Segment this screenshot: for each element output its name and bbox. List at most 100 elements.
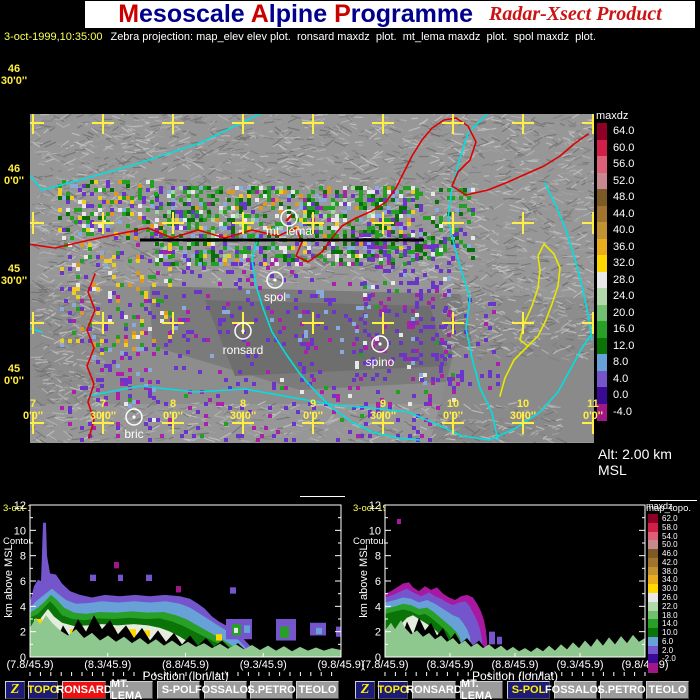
app-title: Mesoscale Alpine Programme: [118, 0, 473, 29]
xsect-colorbar-tick-label: 14.0: [662, 619, 678, 629]
xsect-colorbar-title: maxdz: [646, 501, 673, 511]
field-button-right-s-petro[interactable]: S.PETRO: [597, 681, 646, 699]
xsect-colorbar-tick-label: 26.0: [662, 593, 678, 603]
station-marker-spol: spol: [264, 271, 286, 304]
field-button-right-topo[interactable]: TOPO: [378, 681, 409, 699]
field-button-left-mt-lema[interactable]: MT. LEMA: [110, 678, 153, 700]
field-button-left-fossalon[interactable]: FOSSALON: [195, 681, 256, 699]
xsect-colorbar-tick-label: 46.0: [662, 549, 678, 559]
xsect-colorbar-tick-label: -2.0: [662, 654, 676, 664]
xsect-colorbar-cell: [648, 584, 658, 594]
lon-label: 10 0'0'': [442, 398, 464, 422]
xsect-colorbar-cell: [648, 531, 658, 541]
xsect-colorbar-cell: [648, 628, 658, 638]
xsect-colorbar-tick-label: 58.0: [662, 522, 678, 532]
field-button-right-mt-lema[interactable]: MT. LEMA: [460, 678, 503, 700]
title-bar: Mesoscale Alpine Programme Radar-Xsect P…: [85, 0, 695, 29]
xsect-colorbar-tick-label: 54.0: [662, 531, 678, 541]
xsect-colorbar-tick-label: 34.0: [662, 575, 678, 585]
lat-label: 46 30'0'': [0, 63, 28, 87]
xsect-colorbar-cell: [648, 654, 658, 664]
xsect-colorbar-cell: [648, 549, 658, 559]
colorbar-tick-label: 56.0: [613, 158, 635, 170]
colorbar-tick-label: 20.0: [613, 306, 635, 319]
map-panel: mt_lema spol ronsard spino bric maxdz 64.0 60…: [0, 48, 700, 443]
colorbar-tick-label: 64.0: [613, 125, 635, 137]
colorbar-cell: [597, 387, 607, 404]
title-capital: P: [334, 0, 351, 28]
field-button-left-z[interactable]: Z: [5, 681, 25, 699]
colorbar-cell: [597, 172, 607, 190]
field-button-right-z[interactable]: Z: [355, 681, 375, 699]
header-rule-left: [300, 496, 345, 497]
xsect-colorbar-cell: [648, 636, 658, 647]
lon-label: 7 30'0'': [89, 398, 117, 422]
xsect-colorbar-tick-label: 38.0: [662, 566, 678, 576]
lon-label: 9 30'0'': [369, 398, 397, 422]
header-rule-right: [650, 500, 697, 501]
product-title: Radar-Xsect Product: [489, 3, 662, 25]
colorbar-cell: [597, 321, 607, 338]
field-button-left-teolo[interactable]: TEOLO: [296, 681, 339, 699]
colorbar-cell: [597, 238, 607, 256]
xsect-colorbar-cell: [648, 575, 658, 585]
xsect-colorbar-cell: [648, 610, 658, 620]
field-button-right-s-pol[interactable]: S-POL: [507, 681, 550, 699]
xsect-colorbar-cell: [648, 522, 658, 533]
colorbar-tick-label: 8.0: [613, 356, 629, 368]
colorbar-tick-label: 36.0: [613, 240, 635, 253]
colorbar-cell: [597, 304, 607, 322]
lon-label: 8 30'0'': [229, 398, 257, 422]
title-capital: M: [118, 0, 140, 28]
lat-label: 45 30'0'': [0, 263, 28, 287]
xsect-colorbar-cell: [648, 566, 658, 576]
field-button-right-fossalon[interactable]: FOSSALON: [545, 681, 606, 699]
xsect-colorbar-cell: [648, 593, 658, 603]
xsect-colorbar-tick-label: 30.0: [662, 584, 678, 594]
colorbar-cell: [597, 337, 607, 355]
colorbar-tick-label: 32.0: [613, 257, 635, 269]
colorbar-tick-label: -4.0: [613, 405, 632, 418]
colorbar-cell: [597, 354, 607, 371]
colorbar-tick-label: 44.0: [613, 207, 635, 220]
lon-label: 10 30'0'': [509, 398, 537, 422]
colorbar-tick-label: 40.0: [613, 224, 635, 236]
colorbar-tick-label: 4.0: [613, 372, 629, 385]
station-marker-bric: bric: [124, 408, 144, 441]
xsect-colorbar-cell: [648, 557, 658, 568]
colorbar-cell: [597, 123, 607, 140]
colorbar-cell: [597, 222, 607, 239]
field-button-left-ronsard[interactable]: RONSARD: [56, 681, 112, 699]
title-word: rogramme: [350, 0, 474, 28]
xsect-colorbar-tick-label: 2.0: [662, 645, 674, 655]
title-word: esoscale: [139, 0, 251, 28]
status-timestamp: 3-oct-1999,10:35:00: [4, 31, 103, 43]
colorbar-tick-label: 12.0: [613, 339, 635, 352]
field-button-right-ronsard[interactable]: RONSARD: [406, 681, 462, 699]
field-button-left-s-pol[interactable]: S-POL: [157, 681, 200, 699]
colorbar-cell: [597, 370, 607, 388]
colorbar-tick-label: 60.0: [613, 141, 635, 154]
field-button-left-topo[interactable]: TOPO: [28, 681, 59, 699]
altitude-readout: Alt: 2.00 km MSL: [598, 446, 672, 478]
lat-label: 46 0'0'': [3, 163, 25, 187]
colorbar-tick-label: 28.0: [613, 273, 635, 286]
xsect-colorbar-tick-label: 18.0: [662, 610, 678, 620]
colorbar-cell: [597, 255, 607, 272]
xsect-colorbar-tick-label: 42.0: [662, 557, 678, 567]
field-button-left-s-petro[interactable]: S.PETRO: [247, 681, 296, 699]
colorbar-title: maxdz: [596, 110, 629, 122]
field-button-right-teolo[interactable]: TEOLO: [646, 681, 689, 699]
xsect-colorbar-cell: [648, 514, 658, 524]
xsect-colorbar-cell: [648, 619, 658, 629]
station-marker-spino: spino: [366, 335, 395, 369]
xsect-colorbar-cell: [648, 540, 658, 550]
xsect-colorbar-tick-label: 50.0: [662, 540, 678, 550]
xsect-colorbar-tick-label: 22.0: [662, 601, 678, 611]
colorbar-tick-label: 52.0: [613, 174, 635, 187]
